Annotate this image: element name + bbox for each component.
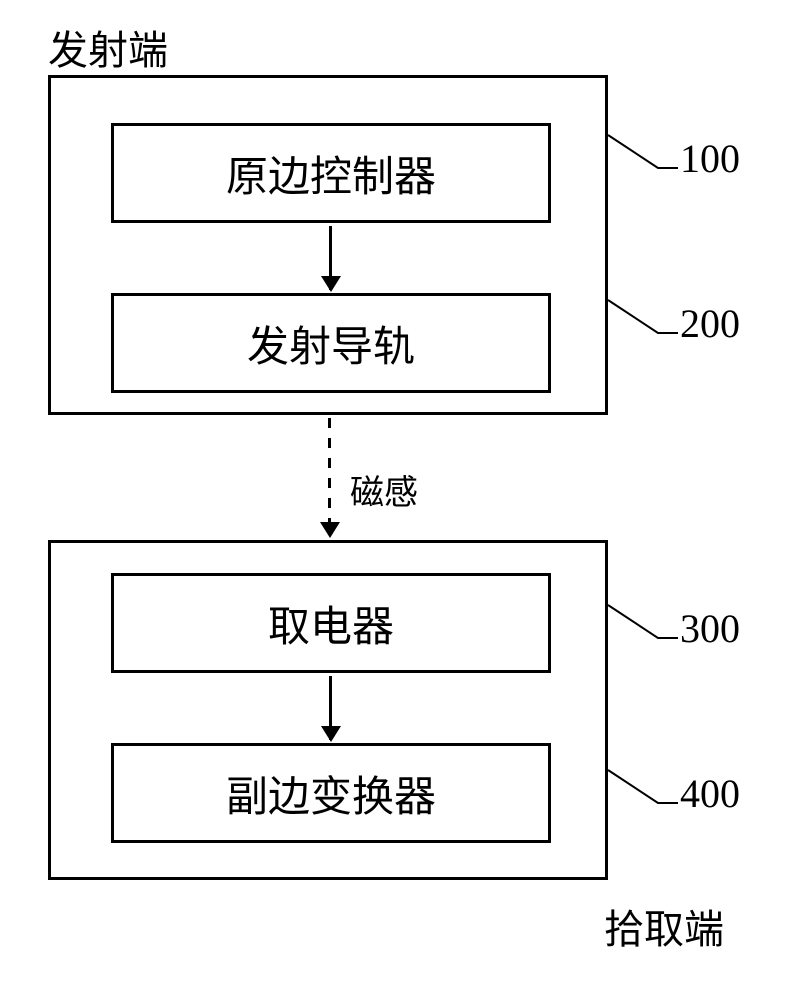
reference-number: 400: [680, 771, 740, 816]
transmitter-group: 原边控制器 发射导轨: [48, 75, 608, 415]
reference-number: 100: [680, 136, 740, 181]
reference-label-200: 200: [680, 300, 740, 347]
leader-line-icon: [608, 123, 680, 183]
reference-number: 200: [680, 301, 740, 346]
reference-number: 300: [680, 606, 740, 651]
magnetic-coupling-label: 磁感: [350, 465, 418, 514]
arrow-300-to-400: [329, 676, 332, 740]
leader-line-icon: [608, 593, 680, 653]
pickup-title: 拾取端: [604, 897, 724, 955]
primary-controller-node: 原边控制器: [111, 123, 551, 223]
secondary-converter-node: 副边变换器: [111, 743, 551, 843]
transmit-rail-node: 发射导轨: [111, 293, 551, 393]
leader-line-icon: [608, 758, 680, 818]
pickup-group: 取电器 副边变换器: [48, 540, 608, 880]
reference-label-400: 400: [680, 770, 740, 817]
reference-label-300: 300: [680, 605, 740, 652]
arrow-magnetic-coupling: [328, 418, 331, 536]
leader-line-icon: [608, 288, 680, 348]
transmitter-title: 发射端: [48, 18, 168, 76]
pickup-node: 取电器: [111, 573, 551, 673]
arrow-100-to-200: [329, 226, 332, 290]
reference-label-100: 100: [680, 135, 740, 182]
